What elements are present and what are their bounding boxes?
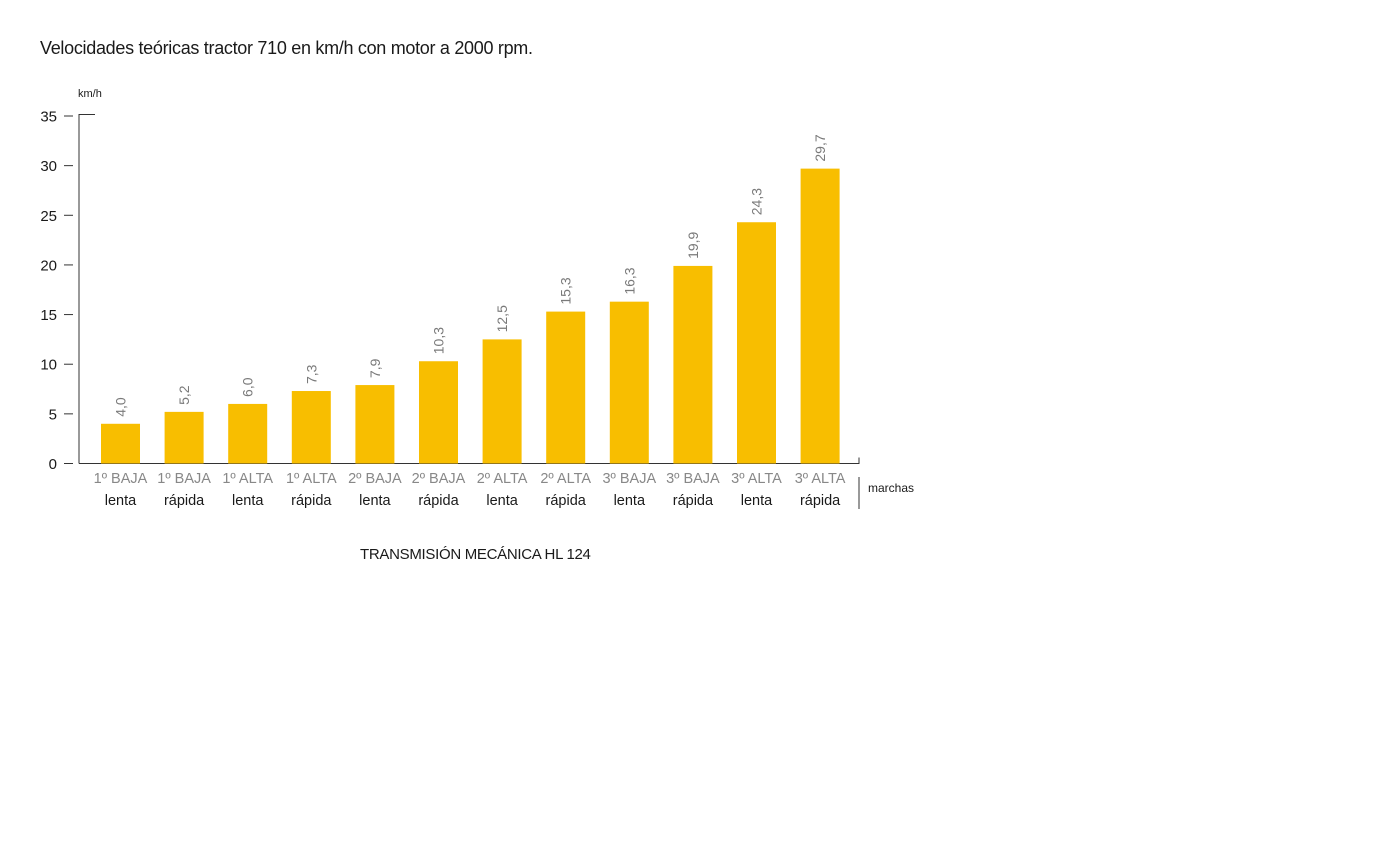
bar: [737, 222, 776, 464]
y-axis-unit-label: km/h: [78, 88, 102, 100]
bar: [101, 423, 140, 464]
y-tick-label: 10: [40, 357, 57, 374]
x-category-gear-label: 2º BAJA: [412, 471, 466, 487]
x-category-mode-label: rápida: [291, 493, 332, 509]
y-tick-label: 35: [40, 109, 57, 126]
bar-value-label: 6,0: [240, 377, 256, 397]
x-category-mode-label: lenta: [486, 493, 518, 509]
bar-value-label: 4,0: [113, 397, 129, 417]
y-axis-line: [78, 114, 95, 464]
x-category-gear-label: 1º BAJA: [94, 471, 148, 487]
bar-value-label: 10,3: [431, 327, 447, 354]
bar-value-label: 24,3: [749, 188, 765, 215]
bar: [800, 168, 840, 464]
x-category-mode-label: rápida: [164, 493, 205, 509]
bar-value-label: 12,5: [494, 305, 510, 332]
bar-value-label: 7,9: [367, 358, 383, 378]
bar: [355, 385, 395, 464]
x-category-gear-label: 2º ALTA: [477, 471, 528, 487]
x-category-mode-label: lenta: [105, 493, 137, 509]
x-category-mode-label: rápida: [673, 493, 714, 509]
x-category-gear-label: 2º BAJA: [348, 471, 402, 487]
x-category-gear-label: 3º ALTA: [731, 471, 782, 487]
bar: [291, 391, 331, 464]
x-category-mode-label: lenta: [614, 493, 646, 509]
x-category-gear-label: 2º ALTA: [540, 471, 591, 487]
bar: [673, 265, 713, 464]
bar-value-label: 7,3: [303, 364, 319, 384]
bar: [164, 411, 204, 464]
x-category-gear-label: 3º BAJA: [602, 471, 656, 487]
x-category-gear-label: 1º ALTA: [286, 471, 337, 487]
bar: [482, 339, 522, 464]
x-axis-line: [79, 457, 860, 464]
x-axis-label: marchas: [868, 481, 914, 495]
y-tick-label: 5: [49, 406, 57, 423]
x-category-mode-label: lenta: [232, 493, 264, 509]
bar: [419, 361, 458, 464]
chart-title: Velocidades teóricas tractor 710 en km/h…: [40, 38, 533, 58]
y-tick-label: 30: [40, 158, 57, 175]
bar-value-label: 5,2: [176, 385, 192, 405]
x-category-gear-label: 3º ALTA: [795, 471, 846, 487]
x-category-mode-label: lenta: [741, 493, 773, 509]
bar-value-label: 15,3: [558, 277, 574, 304]
y-tick-label: 20: [40, 257, 57, 274]
bar: [609, 301, 649, 464]
x-category-gear-label: 3º BAJA: [666, 471, 720, 487]
y-tick-label: 0: [49, 456, 57, 473]
y-tick-label: 15: [40, 307, 57, 324]
bar-value-label: 16,3: [621, 267, 637, 294]
x-category-mode-label: lenta: [359, 493, 391, 509]
x-category-mode-label: rápida: [418, 493, 459, 509]
bar: [228, 403, 268, 464]
x-category-gear-label: 1º BAJA: [157, 471, 211, 487]
x-category-mode-label: rápida: [800, 493, 841, 509]
x-category-gear-label: 1º ALTA: [222, 471, 273, 487]
x-category-mode-label: rápida: [546, 493, 587, 509]
bar-value-label: 19,9: [685, 231, 701, 258]
bar-value-label: 29,7: [812, 134, 828, 161]
y-tick-label: 25: [40, 208, 57, 225]
chart-caption: TRANSMISIÓN MECÁNICA HL 124: [360, 546, 591, 563]
bar: [546, 311, 586, 464]
